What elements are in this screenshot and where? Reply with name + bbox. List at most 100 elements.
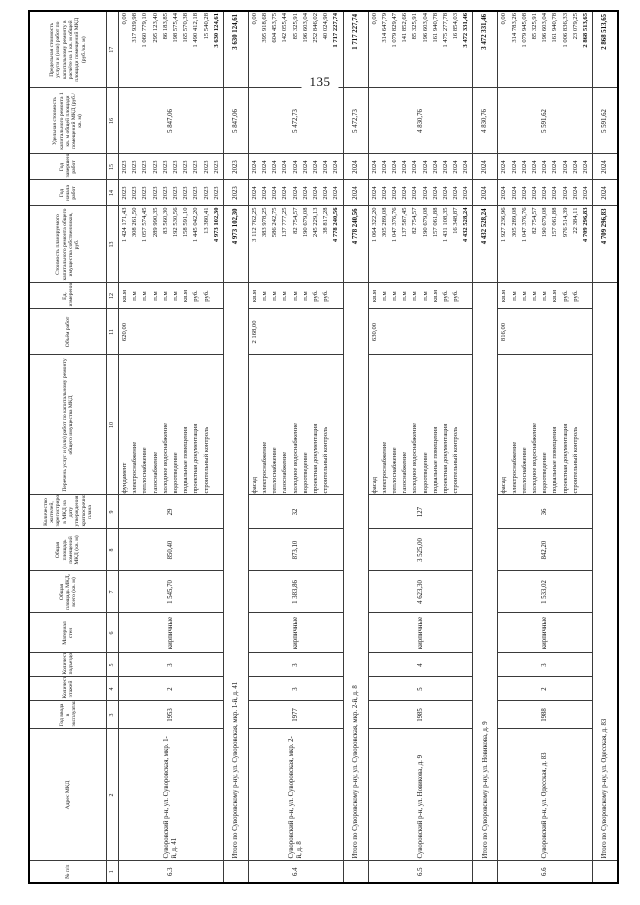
subtotal-year-start: 2024 <box>592 180 619 206</box>
work-volume <box>280 311 290 354</box>
total-year-end: 2024 <box>581 160 589 174</box>
work-volume <box>161 311 171 354</box>
work-year-end: 2024 <box>250 160 258 174</box>
work-year-end: 2024 <box>531 160 538 174</box>
work-year-start: 2023 <box>131 186 139 200</box>
column-number: 3 <box>106 701 119 729</box>
work-year-start: 2024 <box>261 186 269 200</box>
cell-wall-material: кирпичные <box>368 613 473 653</box>
cell-floors: 3 <box>248 677 344 701</box>
work-cost: 192 530,56 <box>171 207 179 238</box>
cell-row-number: 6.5 <box>368 861 473 883</box>
cell-row-number: 6.4 <box>248 861 344 883</box>
work-volume <box>202 311 212 354</box>
work-limit-cost: 1 475 277,78 <box>441 13 449 48</box>
work-year-start: 2024 <box>271 186 279 200</box>
work-year-start: 2023 <box>192 186 200 200</box>
col-header-area-total: Общая площадь МКД, всего (кв. м) <box>29 571 107 613</box>
cell-unit-cost: 5 847,06 <box>118 88 224 154</box>
work-volume <box>410 311 420 354</box>
work-limit-cost: 0,00 <box>250 13 258 25</box>
column-number: 6 <box>106 613 119 653</box>
work-volume <box>431 311 441 354</box>
subtotal-year-start: 2023 <box>223 180 249 206</box>
work-name: проектная документация <box>441 423 449 494</box>
col-header-year-end: Год завершения работ <box>29 154 107 180</box>
cell-area-premises: 3 525,00 <box>368 529 473 571</box>
cell-residents: 127 <box>368 495 473 529</box>
work-volume <box>451 311 461 354</box>
subtotal-cost: 4 709 296,83 <box>592 206 619 283</box>
col-header-area-premises: Общая площадь помещений МКД (кв. м) <box>29 529 107 571</box>
work-name: газоснабжение <box>281 451 289 494</box>
building-row: 6.5 Суворовский р-н, ул. Новикова, д. 9 19… <box>368 11 473 883</box>
work-name: теплоснабжение <box>520 447 528 494</box>
subtotal-unit-cost: 5 847,06 <box>223 88 249 154</box>
work-volume <box>510 311 520 354</box>
column-number: 12 <box>106 283 119 309</box>
work-volume <box>520 311 530 354</box>
work-volume <box>550 311 560 354</box>
work-volume <box>260 311 270 354</box>
col-header-unit-cost: Удельная стоимость капитального ремонта … <box>29 88 107 154</box>
column-number: 5 <box>106 653 119 677</box>
cell-years-start: 2024 2024 2024 2024 2024 2024 2024 2024 2024 2024 <box>368 180 473 206</box>
work-unit: кв.м <box>121 289 128 303</box>
work-unit: руб. <box>441 290 449 302</box>
work-name: фасад <box>370 477 378 494</box>
cell-address: Суворовский р-н, ул. Новикова, д. 9 <box>368 729 473 861</box>
cell-years-start: 2024 2024 2024 2024 2024 2024 2024 2024 2024 <box>248 180 344 206</box>
column-number: 2 <box>106 729 119 861</box>
work-cost: 82 754,57 <box>411 207 419 234</box>
work-volume: 2 168,00 <box>250 320 258 344</box>
total-label <box>461 357 471 494</box>
page-number: 135 <box>301 74 339 90</box>
work-cost: 305 289,08 <box>380 207 388 238</box>
work-unit: руб. <box>192 290 200 302</box>
work-year-end: 2024 <box>380 160 388 174</box>
work-year-start: 2024 <box>380 186 388 200</box>
work-volume <box>421 311 431 354</box>
work-unit: п.м <box>541 291 549 301</box>
work-year-end: 2024 <box>312 160 319 174</box>
work-year-start: 2023 <box>171 186 179 200</box>
cell-wall-material: кирпичные <box>248 613 344 653</box>
work-limit-cost: 317 939,98 <box>131 13 139 43</box>
work-year-start: 2023 <box>151 186 159 200</box>
work-cost: 245 229,13 <box>312 207 319 238</box>
header-row: № п/п Адрес МКД Год ввода в эксплуатацию… <box>29 11 107 883</box>
work-volume: 630,00 <box>370 322 378 342</box>
cell-area-premises: 850,40 <box>118 529 224 571</box>
col-header-residents: Количество жителей, зарегистрированных в… <box>29 495 107 529</box>
column-number: 4 <box>106 677 119 701</box>
work-unit: кв.м <box>370 289 378 303</box>
work-year-start: 2024 <box>301 186 309 200</box>
work-cost: 137 777,25 <box>281 207 289 238</box>
work-year-end: 2023 <box>192 160 200 174</box>
subtotal-limit-cost: 3 472 331,46 <box>472 11 498 88</box>
work-limit-cost: 1 079 829,47 <box>390 13 398 48</box>
work-year-start: 2024 <box>322 186 330 200</box>
work-unit: кв.м <box>551 289 559 303</box>
work-volume <box>311 311 321 354</box>
work-name: электроснабжение <box>131 441 139 494</box>
work-unit: п.м <box>151 291 159 301</box>
cell-years-end: 2024 2024 2024 2024 2024 2024 2024 2024 2024 <box>248 154 344 180</box>
work-year-start: 2024 <box>411 186 419 200</box>
cell-volumes: 2 168,00 <box>248 309 344 355</box>
col-header-floors: Количество этажей <box>29 677 107 701</box>
cell-row-number <box>472 861 498 883</box>
cell-row-number: 6.3 <box>118 861 224 883</box>
subtotal-year-end: 2023 <box>223 154 249 180</box>
cell-costs: 1 424 171,43 308 261,50 1 057 574,45 289 99… <box>118 206 224 283</box>
work-name: подвальные помещения <box>431 426 439 494</box>
work-year-start: 2023 <box>161 186 169 200</box>
work-year-start: 2024 <box>291 186 299 200</box>
subtotal-limit-cost: 1 717 227,74 <box>343 11 369 88</box>
subtotal-year-start: 2024 <box>472 180 498 206</box>
cell-floors: 2 <box>118 677 224 701</box>
cell-address: Суворовский р-н, ул. Одесская, д. 83 <box>497 729 593 861</box>
subtotal-year-end: 2024 <box>592 154 619 180</box>
subtotal-row: Итого по Суворовскому р-ну, ул. Новикова… <box>472 11 498 883</box>
cell-works-list: фасад электроснабжение теплоснабжение газос… <box>368 355 473 495</box>
